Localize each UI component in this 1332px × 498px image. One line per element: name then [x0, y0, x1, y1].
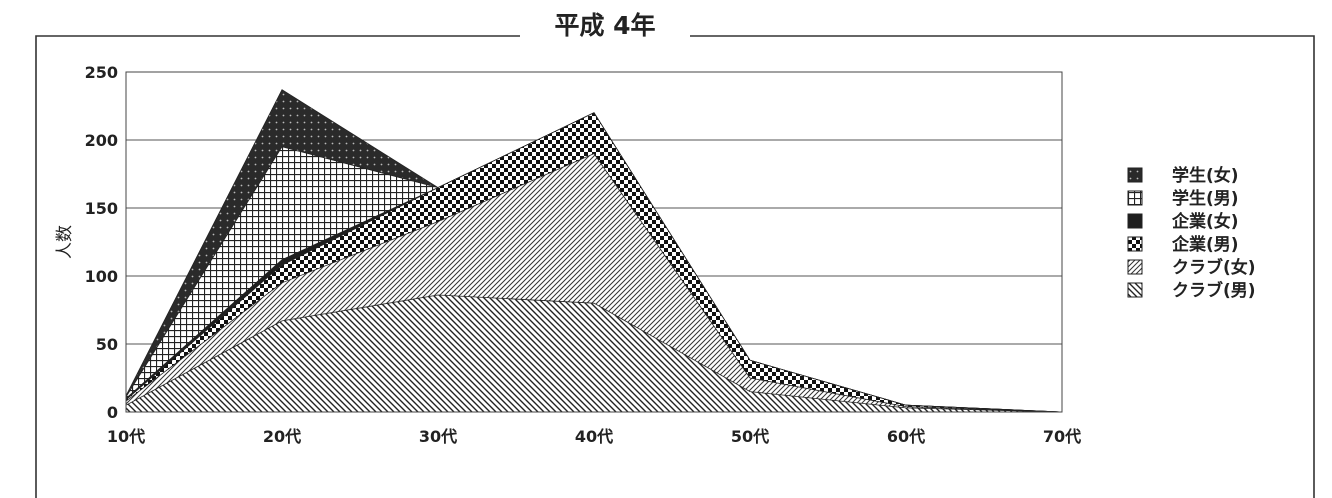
x-tick-label: 70代 — [1043, 427, 1081, 446]
legend: 学生(女)学生(男)企業(女)企業(男)クラブ(女)クラブ(男) — [1127, 165, 1256, 301]
legend-label: クラブ(女) — [1172, 257, 1256, 278]
y-tick-label: 100 — [85, 267, 118, 286]
x-tick-labels: 10代 20代 30代 40代 50代 60代 70代 — [107, 427, 1081, 446]
plot-area — [125, 71, 1063, 413]
chart-border — [35, 35, 1315, 498]
legend-swatch — [1127, 282, 1143, 298]
legend-label: 学生(男) — [1172, 188, 1239, 209]
y-tick-label: 250 — [85, 63, 118, 82]
y-tick-label: 150 — [85, 199, 118, 218]
legend-swatch — [1127, 190, 1143, 206]
x-tick-label: 50代 — [731, 427, 769, 446]
legend-swatch — [1127, 213, 1143, 229]
y-tick-label: 200 — [85, 131, 118, 150]
legend-label: クラブ(男) — [1172, 280, 1256, 301]
legend-label: 企業(女) — [1171, 211, 1239, 232]
x-tick-label: 10代 — [107, 427, 145, 446]
area-diag-right — [125, 294, 1063, 413]
x-tick-label: 40代 — [575, 427, 613, 446]
x-tick-label: 60代 — [887, 427, 925, 446]
x-tick-label: 30代 — [419, 427, 457, 446]
legend-swatch — [1127, 259, 1143, 275]
chart-title: 平成 4年 — [554, 11, 655, 40]
x-tick-label: 20代 — [263, 427, 301, 446]
legend-label: 企業(男) — [1171, 234, 1239, 255]
y-tick-labels: 250 200 150 100 50 0 — [85, 63, 118, 422]
y-tick-label: 0 — [107, 403, 118, 422]
y-axis-label: 人数 — [55, 225, 75, 259]
y-tick-label: 50 — [96, 335, 118, 354]
legend-swatch — [1127, 236, 1143, 252]
legend-label: 学生(女) — [1172, 165, 1239, 186]
legend-swatch — [1127, 167, 1143, 183]
area-series-group — [125, 89, 1063, 413]
